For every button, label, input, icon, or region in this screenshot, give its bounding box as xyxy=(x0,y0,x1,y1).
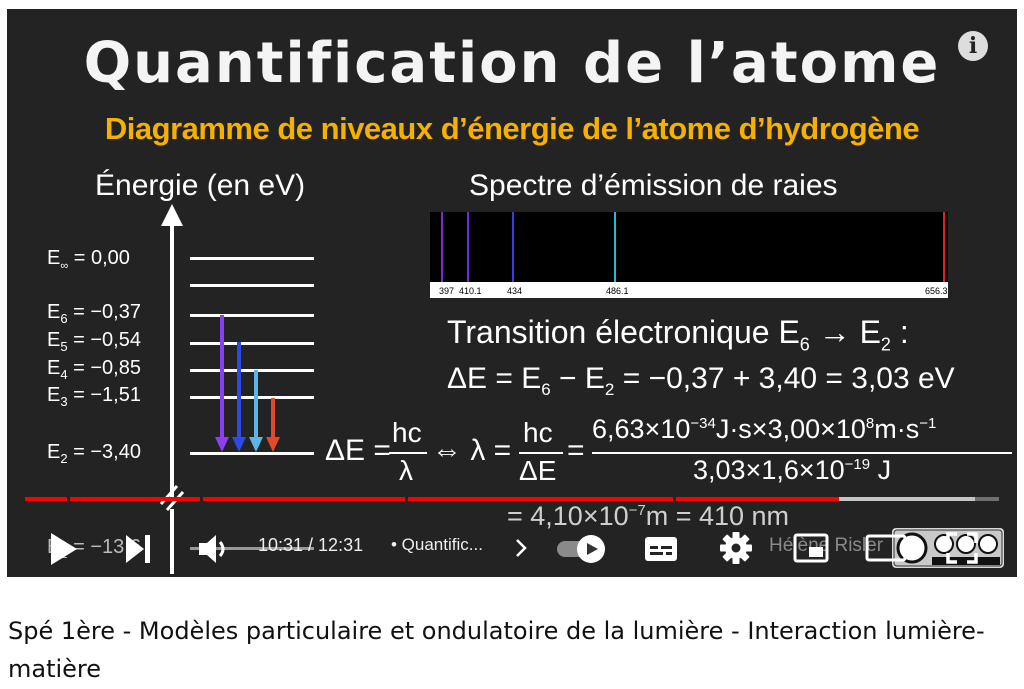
emission-spectrum xyxy=(430,212,948,295)
chapter-title[interactable]: • Quantific... xyxy=(391,535,483,554)
level-label-2: E2 = −3,40 xyxy=(47,441,141,466)
progress-bar[interactable] xyxy=(25,497,999,501)
formula-lhs: ΔE = xyxy=(325,434,391,467)
spectrum-line-410 xyxy=(467,212,469,282)
chapter-marker xyxy=(200,497,203,501)
formula-result: = 4,10×10−7m = 410 nm xyxy=(507,501,790,531)
slide-subtitle: Diagramme de niveaux d’énergie de l’atom… xyxy=(104,111,920,146)
formula-delta-e: ΔE xyxy=(519,455,557,486)
spectrum-scale xyxy=(430,282,948,298)
formula-eq: = xyxy=(567,434,585,467)
chapter-marker xyxy=(67,497,70,501)
chevron-right-icon[interactable] xyxy=(513,537,529,559)
spectrum-line-486 xyxy=(614,212,616,282)
subtitles-icon[interactable] xyxy=(643,535,679,563)
player-controls: 10:31 / 12:31 • Quantific... xyxy=(7,489,1017,577)
info-icon[interactable]: i xyxy=(958,31,988,61)
level-label-6: E6 = −0,37 xyxy=(47,301,141,326)
volume-icon[interactable] xyxy=(197,532,233,566)
video-player[interactable]: Quantification de l’atome Diagramme de n… xyxy=(7,9,1017,577)
gear-icon[interactable] xyxy=(719,531,753,565)
spectrum-tick: 656.3 xyxy=(925,286,948,296)
play-icon[interactable] xyxy=(47,531,79,567)
slide-title: Quantification de l’atome xyxy=(83,31,941,96)
formula-hc: hc xyxy=(392,417,422,448)
spectrum-line-656 xyxy=(943,212,945,282)
fraction-bar xyxy=(519,452,563,454)
fraction-bar xyxy=(389,452,427,454)
formula-hc-2: hc xyxy=(523,417,553,448)
energy-level-line xyxy=(190,284,314,287)
energy-level-line xyxy=(190,342,314,345)
energy-level-line xyxy=(190,369,314,372)
video-title[interactable]: Spé 1ère - Modèles particulaire et ondul… xyxy=(8,617,985,683)
delta-e-equation: ΔE = E6 − E2 = −0,37 + 3,40 = 3,03 eV xyxy=(447,362,955,399)
formula-lambda: λ xyxy=(399,455,413,486)
spectrum-line-397 xyxy=(441,212,443,282)
level-label-inf: E∞ = 0,00 xyxy=(47,247,130,272)
transition-text: Transition électronique E6 → E2 : xyxy=(447,314,909,355)
energy-level-line xyxy=(190,257,314,260)
theater-mode-icon[interactable] xyxy=(865,533,907,563)
level-label-5: E5 = −0,54 xyxy=(47,329,141,354)
spectrum-tick: 410.1 xyxy=(459,286,482,296)
fullscreen-icon[interactable] xyxy=(945,531,979,565)
energy-level-line xyxy=(190,452,314,455)
time-display: 10:31 / 12:31 xyxy=(258,535,364,555)
spectrum-title: Spectre d’émission de raies xyxy=(469,169,838,202)
video-frame: Quantification de l’atome Diagramme de n… xyxy=(7,9,1017,577)
energy-level-line xyxy=(190,396,314,399)
formula-denominator: 3,03×1,6×10−19 J xyxy=(693,455,892,485)
chapter-marker xyxy=(405,497,408,501)
autoplay-toggle[interactable] xyxy=(555,533,609,565)
transition-arrows xyxy=(215,315,280,452)
level-label-4: E4 = −0,85 xyxy=(47,357,141,382)
formula-numerator: 6,63×10−34J·s×3,00×108m·s−1 xyxy=(592,414,937,444)
spectrum-line-434 xyxy=(512,212,514,282)
level-label-3: E3 = −1,51 xyxy=(47,384,141,409)
next-icon[interactable] xyxy=(122,533,154,565)
energy-level-line xyxy=(190,547,314,550)
fraction-bar xyxy=(592,452,1012,454)
chapter-marker xyxy=(673,497,676,501)
spectrum-tick: 397 xyxy=(439,286,455,296)
spectrum-tick: 434 xyxy=(507,286,523,296)
miniplayer-icon[interactable] xyxy=(793,533,829,563)
spectrum-tick: 486.1 xyxy=(606,286,629,296)
energy-axis-title: Énergie (en eV) xyxy=(95,169,306,202)
progress-played xyxy=(25,497,840,501)
energy-level-line xyxy=(190,314,314,317)
formula-equiv: ⇔ λ = xyxy=(432,434,512,467)
energy-axis xyxy=(159,204,185,574)
